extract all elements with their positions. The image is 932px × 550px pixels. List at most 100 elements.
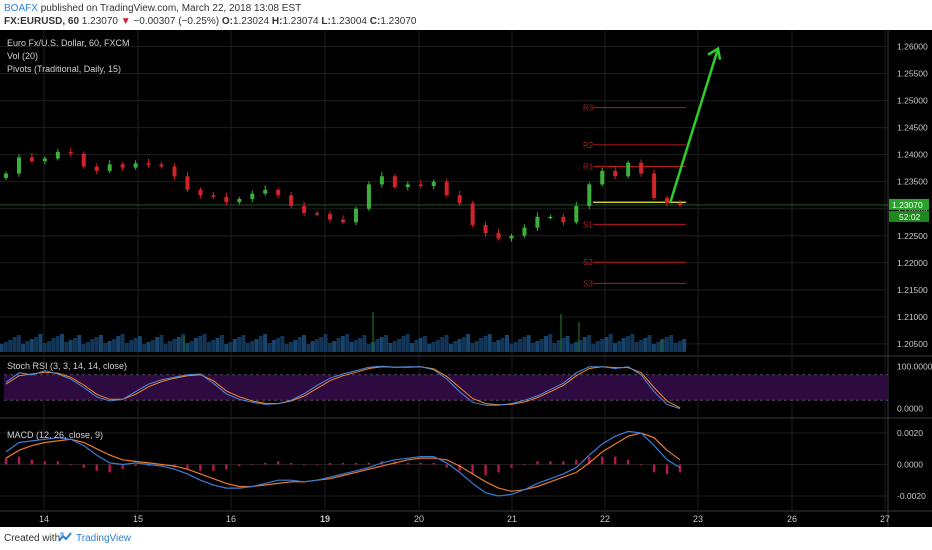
candle-body — [587, 184, 592, 207]
candle-body — [185, 176, 190, 190]
volume-bar — [116, 336, 121, 352]
grid-lines — [0, 30, 932, 527]
price-tick-label: 1.23500 — [897, 177, 928, 187]
volume-bar — [133, 338, 138, 352]
volume-bar — [202, 334, 207, 352]
volume-bar — [461, 337, 466, 352]
volume-bar — [435, 340, 440, 352]
author-link[interactable]: BOAFX — [4, 3, 38, 14]
volume-bar — [366, 344, 371, 352]
volume-bar — [621, 338, 626, 352]
candle-body — [198, 189, 203, 196]
last-price-tag-label: 1.23070 — [892, 200, 923, 210]
volume-bar — [198, 336, 203, 352]
volume-bar — [397, 339, 402, 352]
candle-body — [483, 224, 488, 234]
volume-bar — [457, 339, 462, 352]
volume-bar — [72, 338, 77, 352]
candle-body — [652, 173, 657, 198]
volume-bar — [643, 338, 648, 352]
volume-bar — [505, 335, 510, 352]
tradingview-brand[interactable]: TradingView — [76, 533, 132, 544]
volume-bar — [211, 340, 216, 352]
macd-histogram-bar — [575, 459, 578, 465]
stoch-rsi-pane[interactable] — [4, 365, 888, 410]
macd-histogram-bar — [419, 462, 422, 465]
macd-tick-label: 0.0000 — [897, 460, 923, 470]
tradingview-logo-icon[interactable] — [58, 530, 72, 544]
candle-body — [146, 163, 151, 165]
volume-spike — [578, 322, 580, 352]
volume-bar — [21, 344, 26, 352]
pivot-label: R1 — [583, 163, 594, 172]
candle-body — [211, 195, 216, 197]
macd-pane[interactable] — [4, 430, 682, 497]
volume-bar — [142, 344, 147, 352]
volume-bar — [440, 337, 445, 352]
candle-body — [133, 163, 138, 168]
volume-bar — [38, 334, 43, 352]
volume-bar — [638, 340, 643, 352]
volume-bar — [552, 343, 557, 352]
candle-body — [120, 164, 125, 168]
volume-bar — [375, 339, 380, 352]
chart-svg[interactable]: R3 R2 R1 S1 S2 S3 14 15 16 19 20 21 22 23 26 27 1.26000… — [0, 30, 932, 527]
x-tick-label: 14 — [39, 514, 49, 524]
high-label: H: — [271, 16, 283, 27]
publish-header: BOAFX published on TradingView.com, Marc… — [0, 0, 932, 30]
volume-bar — [358, 338, 363, 352]
volume-bar — [509, 344, 514, 352]
volume-bar — [327, 343, 332, 352]
volume-bar — [107, 341, 112, 352]
volume-bar — [418, 338, 423, 352]
volume-bar — [180, 334, 186, 352]
candle-body — [250, 193, 255, 199]
volume-bar — [206, 342, 211, 352]
candle-body — [353, 208, 358, 223]
candle-body — [276, 189, 281, 196]
pivot-label: R2 — [583, 141, 594, 150]
volume-bar — [297, 337, 302, 352]
volume-bar — [263, 334, 268, 352]
price-tick-label: 1.21500 — [897, 285, 928, 295]
price-pane[interactable]: R3 R2 R1 S1 S2 S3 — [0, 46, 888, 352]
volume-bar — [137, 336, 142, 352]
volume-bar — [336, 338, 341, 352]
publish-line: BOAFX published on TradingView.com, Marc… — [4, 3, 301, 14]
volume-bar — [98, 335, 103, 352]
candle-body — [639, 162, 644, 174]
main-series-title: Euro Fx/U.S. Dollar, 60, FXCM — [7, 38, 130, 48]
pivot-label: S3 — [583, 279, 593, 288]
volume-bar — [68, 340, 73, 352]
countdown-label: 52:02 — [899, 212, 921, 222]
down-arrow-icon: ▼ — [120, 16, 131, 27]
macd-histogram-bar — [510, 464, 513, 468]
macd-histogram-bar — [458, 464, 461, 471]
volume-bar — [470, 343, 475, 352]
volume-bar — [228, 342, 233, 352]
macd-histogram-bar — [626, 459, 630, 465]
macd-histogram-bar — [264, 462, 267, 465]
volume-bar — [323, 334, 328, 352]
x-tick-label: 22 — [600, 514, 610, 524]
volume-bar — [517, 339, 523, 352]
macd-histogram-bar — [225, 464, 228, 470]
volume-bar — [466, 334, 471, 352]
volume-bar — [634, 342, 639, 352]
chart-canvas[interactable]: R3 R2 R1 S1 S2 S3 14 15 16 19 20 21 22 23 26 27 1.26000… — [0, 30, 932, 527]
volume-spike — [560, 314, 562, 352]
macd-histogram-bar — [367, 462, 371, 465]
axes: 14 15 16 19 20 21 22 23 26 27 1.26000 1.25500 1.2500… — [39, 42, 932, 524]
candle-body — [55, 151, 60, 159]
volume-bar — [561, 338, 566, 352]
volume-bar — [159, 335, 164, 352]
volume-bar — [34, 337, 39, 352]
macd-histogram-bar — [354, 462, 358, 465]
volume-bar — [224, 344, 229, 352]
candle-body — [561, 216, 566, 223]
candle-body — [341, 219, 345, 223]
candle-body — [665, 197, 670, 204]
macd-histogram-bar — [639, 464, 643, 466]
volume-bar — [669, 335, 674, 352]
macd-histogram-bar — [471, 464, 474, 474]
